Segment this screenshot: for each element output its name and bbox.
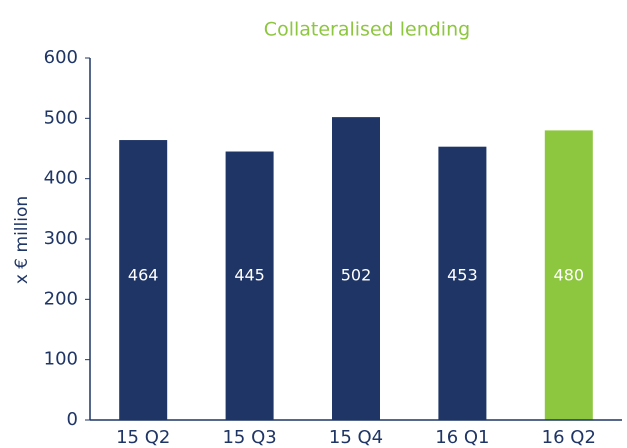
bar [544, 130, 593, 420]
y-tick-label: 100 [44, 349, 78, 370]
y-tick-label: 600 [44, 47, 78, 68]
x-tick-label: 15 Q3 [222, 427, 276, 448]
y-axis-label: x € million [12, 196, 32, 284]
bar [225, 151, 274, 420]
y-tick-label: 200 [44, 288, 78, 309]
data-label: 445 [234, 266, 265, 285]
bar [332, 117, 380, 421]
y-tick-label: 500 [44, 107, 78, 128]
y-tick-label: 300 [44, 228, 78, 249]
data-label: 453 [447, 266, 478, 285]
y-tick-label: 400 [44, 168, 78, 189]
x-tick-label: 15 Q4 [329, 427, 383, 448]
x-tick-label: 16 Q2 [542, 427, 596, 448]
x-tick-label: 16 Q1 [435, 427, 489, 448]
chart-title: Collateralised lending [264, 19, 470, 41]
y-tick-label: 0 [67, 409, 78, 430]
data-label: 480 [554, 266, 585, 285]
bar [438, 146, 487, 420]
data-label: 502 [341, 266, 372, 285]
x-tick-label: 15 Q2 [116, 427, 170, 448]
bar [119, 140, 168, 420]
data-label: 464 [128, 266, 159, 285]
